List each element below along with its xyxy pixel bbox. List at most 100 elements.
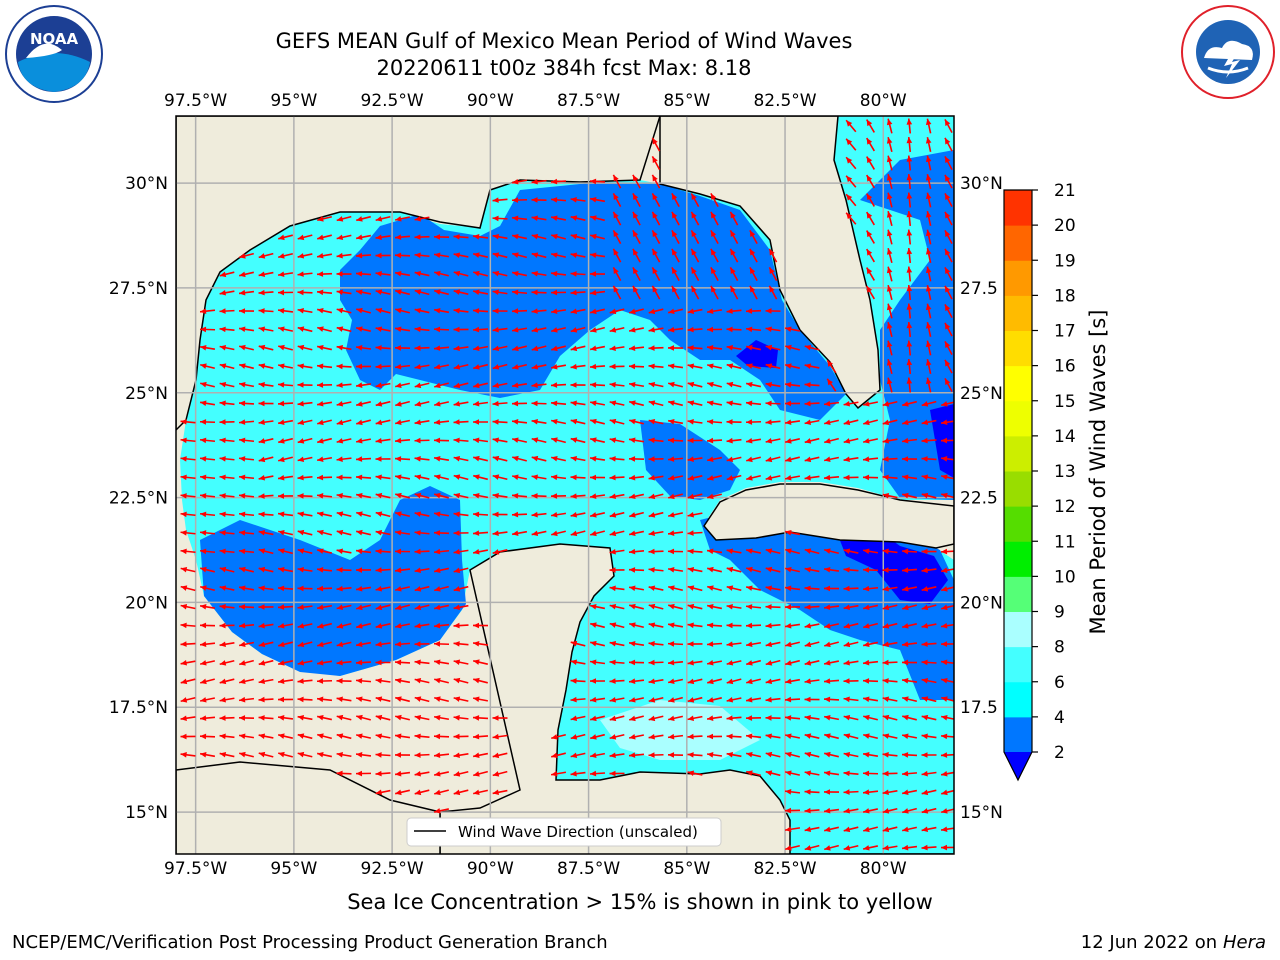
wind-arrow [921,474,937,480]
wind-arrow [453,641,469,647]
wind-arrow [862,845,879,851]
wind-arrow [492,733,508,740]
wind-arrow [258,493,274,499]
wind-arrow [180,493,196,499]
noaa-logo-icon: NOAA [5,5,103,103]
wind-arrow [901,752,918,758]
wind-arrow [648,603,664,610]
wind-arrow [492,363,508,370]
wind-arrow [336,696,352,703]
wind-arrow [238,381,255,388]
wind-arrow [784,696,801,703]
wind-arrow [433,345,450,351]
sea-ice-note: Sea Ice Concentration > 15% is shown in … [347,890,933,914]
wind-arrow [687,603,703,610]
wind-arrow [906,377,913,393]
wind-arrow [921,659,937,666]
wind-arrow [765,715,781,721]
wind-arrow [278,660,293,666]
wind-arrow [336,344,352,351]
wind-arrow [648,400,664,407]
wind-arrow [882,456,898,462]
wind-arrow [866,211,875,226]
wind-arrow [901,641,918,647]
wind-arrow [882,678,898,684]
wind-arrow [492,770,508,777]
wind-arrow [219,400,235,407]
wind-arrow [531,455,547,462]
lon-label-bottom: 90°W [467,859,514,879]
wind-arrow [589,659,606,666]
wind-arrow [589,252,606,259]
wind-arrow [336,659,352,666]
wind-arrow [258,659,274,666]
wind-arrow [434,604,449,611]
lon-label-top: 85°W [663,91,710,111]
wind-arrow [843,808,859,814]
wind-arrow [199,751,216,758]
wind-arrow [609,770,625,777]
wind-arrow [336,751,352,758]
wind-arrow [906,192,913,208]
wind-arrow [589,400,606,406]
wind-arrow [882,400,898,407]
wind-arrow [414,696,430,703]
wind-arrow [394,252,411,259]
wind-arrow [316,474,333,481]
wind-arrow [804,733,820,739]
wind-arrow [414,437,430,444]
wind-arrow [906,136,913,153]
wind-arrow [356,733,371,739]
wind-arrow [473,455,488,462]
wind-arrow [667,345,684,351]
wind-arrow [238,308,255,314]
wind-arrows [180,118,954,851]
wind-arrow [180,752,196,758]
wind-arrow [745,548,762,554]
wind-arrow [472,696,489,702]
wind-arrow [687,752,703,758]
wind-arrow [277,493,294,499]
wind-arrow [453,733,469,740]
wind-arrow [687,622,703,629]
wind-arrow [492,530,508,536]
wind-arrow [648,696,664,703]
wind-arrow [612,211,622,226]
wind-arrow [648,622,664,628]
wind-arrow [355,548,372,555]
wind-arrow [511,511,528,518]
wind-arrow [394,623,411,629]
wind-arrow [590,233,605,240]
lat-label-left: 20°N [125,593,168,613]
wind-arrow [472,419,489,425]
wind-arrow [336,770,352,777]
wind-arrow [258,696,274,703]
wind-arrow [804,641,820,648]
wind-arrow [200,381,215,388]
wind-arrow [784,826,801,832]
wind-arrow [414,474,430,480]
wind-arrow [394,270,411,277]
wind-arrow [336,401,352,407]
lat-label-left: 25°N [125,384,168,404]
wind-arrow [316,307,333,314]
wind-arrow [531,530,547,537]
wind-arrow [648,548,664,555]
wind-arrow [550,493,567,499]
wind-arrow [845,119,857,133]
wind-arrow [921,548,937,555]
wind-arrow [277,715,294,721]
wind-arrow [944,174,953,189]
wind-arrow [336,456,352,462]
wind-arrow [258,438,274,444]
wind-arrow [906,321,913,338]
wind-arrow [453,492,469,499]
wind-arrow [258,548,274,555]
wind-arrow [687,326,703,333]
wind-arrow [862,789,879,795]
wind-arrow [632,174,641,189]
wind-arrow [628,456,645,462]
wind-arrow [687,475,703,481]
wind-arrow [886,118,893,134]
wind-arrow [921,604,937,611]
